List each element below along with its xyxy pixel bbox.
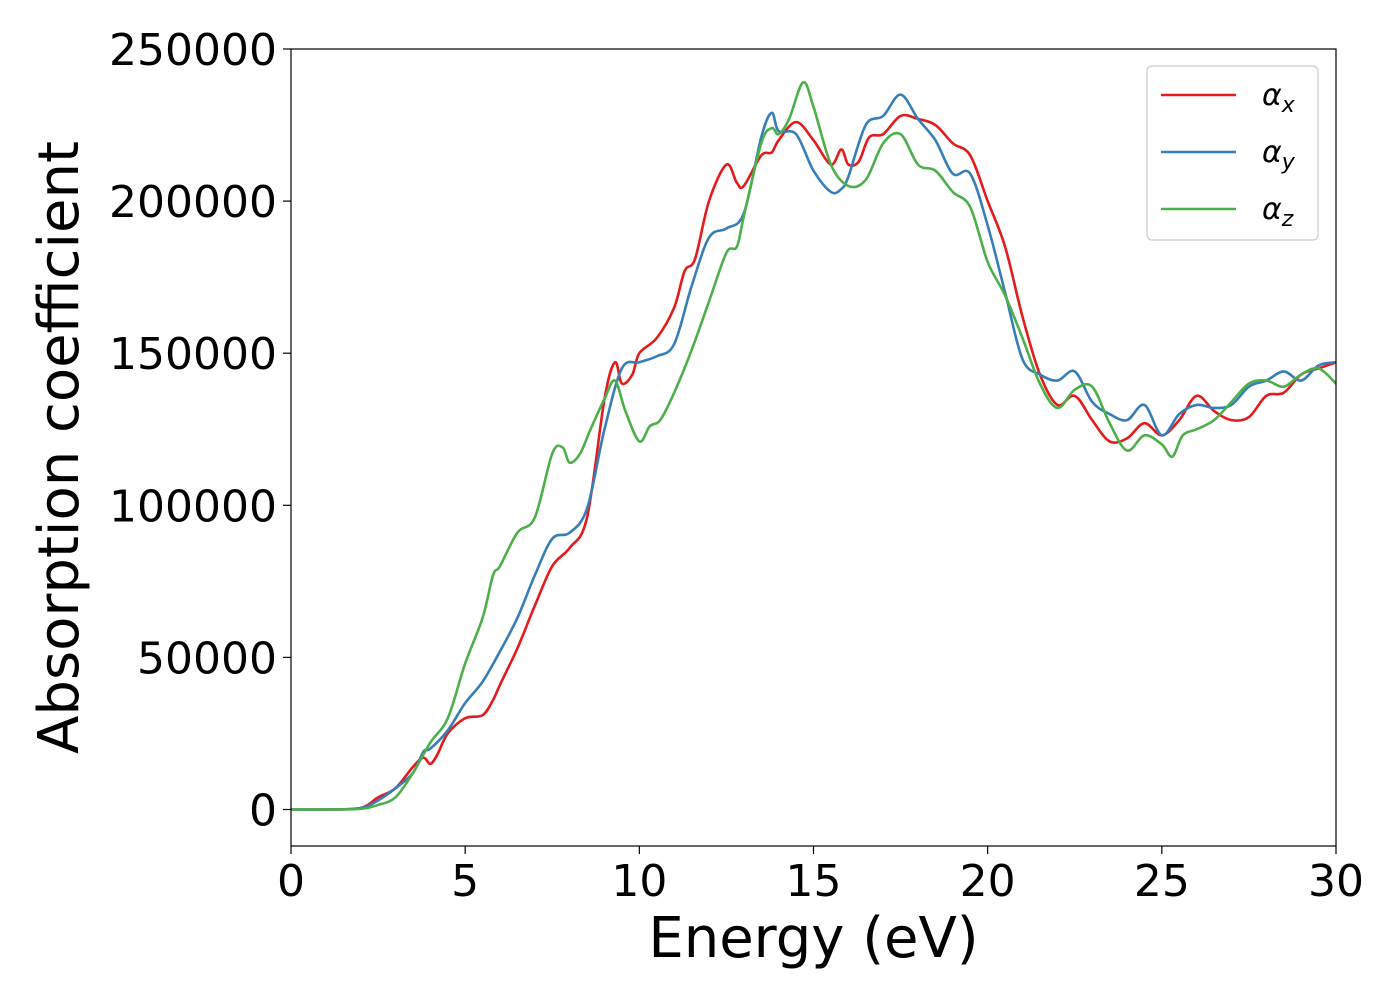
legend-label-y: αy	[1262, 135, 1296, 175]
legend: αx αy αz	[1146, 65, 1319, 241]
series-line-x	[291, 113, 1336, 811]
series-line-z	[291, 81, 1336, 811]
x-tick-label: 30	[1308, 856, 1364, 907]
y-tick-label: 50000	[137, 633, 277, 684]
x-tick-label: 25	[1134, 856, 1190, 907]
series-layer	[291, 81, 1336, 811]
x-axis-ticks: 0 5 10 15 20 25 30	[277, 846, 1364, 907]
y-tick-label: 150000	[109, 329, 277, 380]
x-axis-label: Energy (eV)	[648, 906, 978, 971]
y-axis-label: Absorption coefficient	[27, 141, 92, 754]
y-tick-label: 200000	[109, 177, 277, 228]
x-tick-label: 0	[277, 856, 305, 907]
legend-label-z: αz	[1262, 192, 1294, 232]
y-tick-label: 100000	[109, 481, 277, 532]
legend-label-x: αx	[1262, 78, 1296, 118]
y-tick-label: 0	[249, 785, 277, 836]
y-tick-label: 250000	[109, 25, 277, 76]
x-tick-label: 15	[786, 856, 842, 907]
y-axis-ticks: 0 50000 100000 150000 200000 250000	[109, 25, 291, 836]
x-tick-label: 20	[960, 856, 1016, 907]
series-line-y	[291, 93, 1336, 811]
x-tick-label: 5	[451, 856, 479, 907]
x-tick-label: 10	[611, 856, 667, 907]
